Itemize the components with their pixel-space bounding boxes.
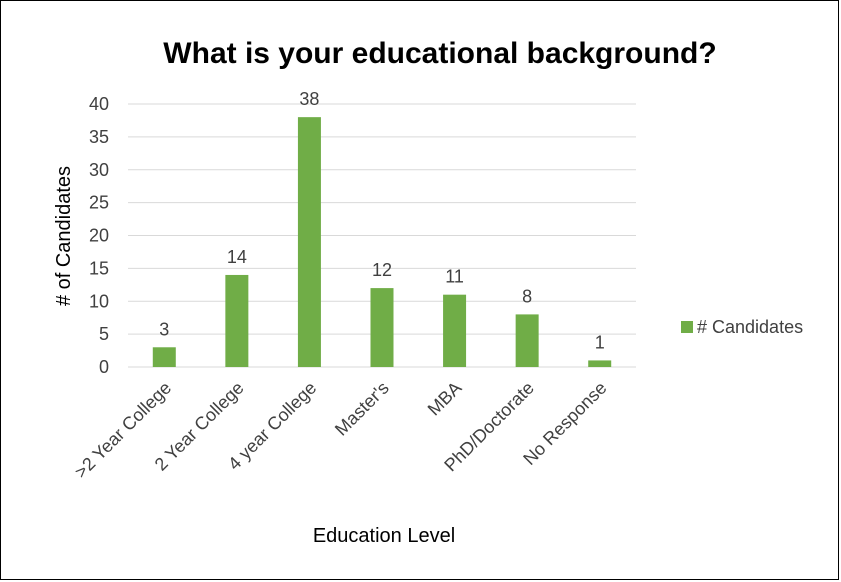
y-axis-ticks: 0 5 10 15 20 25 30 35 40 <box>89 94 109 377</box>
data-label: 11 <box>445 267 464 287</box>
legend-label: # Candidates <box>697 317 803 337</box>
y-tick-label: 15 <box>89 258 109 278</box>
y-tick-label: 35 <box>89 127 109 147</box>
y-tick-label: 25 <box>89 193 109 213</box>
gridlines <box>128 103 636 335</box>
y-axis-label: # of Candidates <box>53 166 75 306</box>
x-tick-label: Master's <box>331 378 393 440</box>
y-tick-label: 10 <box>89 291 109 311</box>
data-label: 1 <box>595 332 605 352</box>
y-tick-label: 40 <box>89 94 109 114</box>
bar <box>152 347 176 367</box>
data-label: 14 <box>227 247 247 267</box>
bar <box>225 274 249 367</box>
data-label: 8 <box>522 286 532 306</box>
x-axis-label: Education Level <box>313 525 455 547</box>
bar <box>370 288 394 367</box>
legend: # Candidates <box>681 317 803 337</box>
chart-title: What is your educational background? <box>163 37 716 70</box>
y-tick-label: 5 <box>99 324 109 344</box>
data-label: 38 <box>299 89 319 109</box>
bar-series: 3 14 38 12 11 8 1 <box>152 89 612 368</box>
bar <box>297 117 321 368</box>
x-tick-label: MBA <box>424 378 466 420</box>
bar <box>588 360 612 367</box>
y-tick-label: 30 <box>89 160 109 180</box>
bar <box>515 314 539 367</box>
bar <box>443 294 467 367</box>
data-label: 3 <box>159 319 169 339</box>
y-tick-label: 20 <box>89 226 109 246</box>
legend-swatch <box>681 321 693 333</box>
data-label: 12 <box>372 260 392 280</box>
y-tick-label: 0 <box>99 357 109 377</box>
